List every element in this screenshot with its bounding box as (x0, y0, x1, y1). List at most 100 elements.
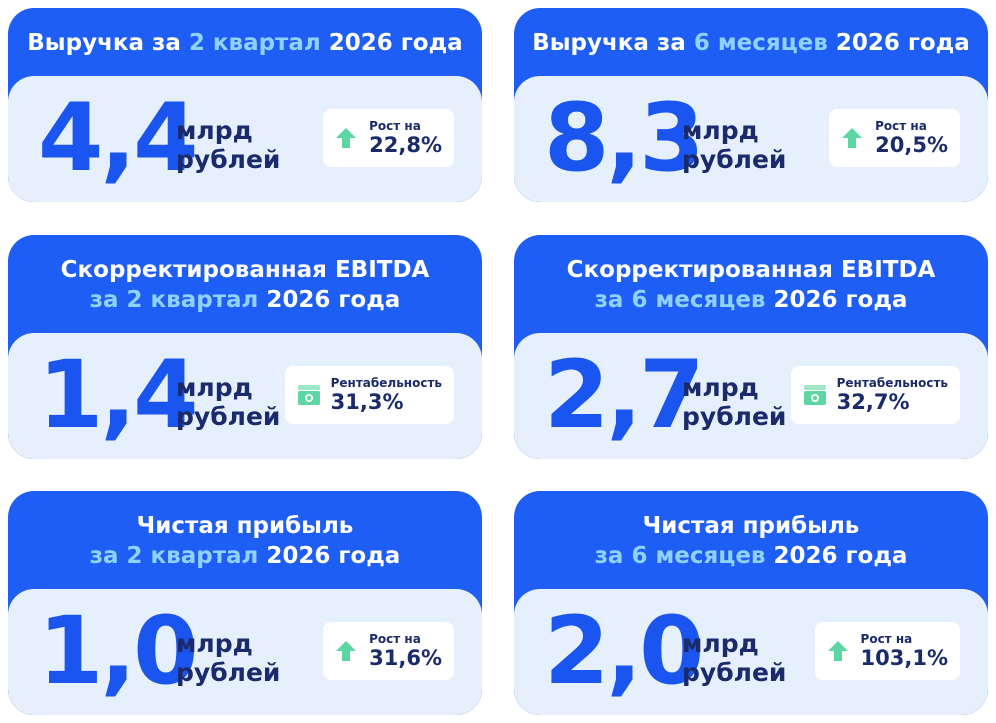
card-body: 2,7 млрд рублей Рентабельность 32,7% (514, 333, 988, 459)
badge-label: Рост на (369, 119, 421, 133)
card-title: Выручка за 6 месяцев 2026 года (514, 8, 988, 78)
big-value: 2,7 (544, 341, 705, 450)
big-value: 1,4 (38, 341, 199, 450)
title-segment: 2026 года (320, 30, 463, 56)
badge-value: 31,3% (330, 390, 404, 414)
unit-line: рублей (682, 402, 787, 431)
card-body: 8,3 млрд рублей Рост на 20,5% (514, 76, 988, 202)
card-body: 4,4 млрд рублей Рост на 22,8% (8, 76, 482, 202)
badge-text: Рост на 20,5% (875, 119, 948, 157)
badge-icon (336, 641, 357, 661)
title-segment: за 6 месяцев (594, 287, 766, 313)
badge-icon (336, 128, 357, 148)
title-segment: 2026 года (827, 30, 970, 56)
title-segment: за 6 месяцев (594, 543, 766, 569)
badge-text: Рост на 31,6% (369, 632, 442, 670)
card-body: 1,0 млрд рублей Рост на 31,6% (8, 589, 482, 715)
badge-icon (842, 128, 863, 148)
unit-line: млрд (682, 629, 759, 658)
badge: Рентабельность 31,3% (284, 366, 454, 424)
title-segment: 6 месяцев (693, 30, 828, 56)
card-body: 1,4 млрд рублей Рентабельность 31,3% (8, 333, 482, 459)
unit-line: рублей (682, 658, 787, 687)
unit-line: млрд (176, 373, 253, 402)
unit-line: рублей (176, 145, 281, 174)
badge: Рост на 103,1% (814, 622, 960, 680)
badge-value: 103,1% (860, 646, 948, 670)
metric-card: Выручка за 2 квартал 2026 года 4,4 млрд руб… (8, 8, 482, 202)
metric-card: Скорректированная EBITDA за 2 квартал 202… (8, 235, 482, 459)
unit: млрд рублей (682, 629, 786, 687)
title-segment: 2026 года (258, 543, 401, 569)
badge-text: Рост на 22,8% (369, 119, 442, 157)
title-line: за 2 квартал 2026 года (90, 285, 401, 315)
badge-label: Рентабельность (836, 376, 948, 390)
unit: млрд рублей (682, 373, 786, 431)
title-line: Скорректированная EBITDA (61, 255, 430, 285)
badge-text: Рост на 103,1% (861, 632, 948, 670)
title-line: Скорректированная EBITDA (567, 255, 936, 285)
title-segment: Чистая прибыль (136, 513, 354, 539)
title-segment: за 2 квартал (89, 543, 259, 569)
badge-label: Рост на (860, 632, 913, 646)
title-line: Выручка за 2 квартал 2026 года (27, 28, 462, 58)
title-segment: 2026 года (765, 287, 908, 313)
badge-icon (803, 385, 826, 405)
badge-value: 22,8% (369, 133, 442, 157)
unit-line: рублей (176, 402, 281, 431)
unit-line: рублей (176, 658, 281, 687)
title-segment: Чистая прибыль (642, 513, 860, 539)
badge-icon (297, 385, 320, 405)
big-value: 1,0 (38, 597, 199, 706)
unit: млрд рублей (176, 373, 280, 431)
unit-line: млрд (682, 373, 759, 402)
card-body: 2,0 млрд рублей Рост на 103,1% (514, 589, 988, 715)
big-value: 2,0 (544, 597, 705, 706)
badge-icon (827, 641, 848, 661)
title-segment: Выручка за (532, 30, 694, 56)
badge-label: Рентабельность (330, 376, 442, 390)
badge: Рост на 22,8% (323, 109, 454, 167)
unit: млрд рублей (682, 116, 786, 174)
badge: Рентабельность 32,7% (790, 366, 960, 424)
badge: Рост на 31,6% (323, 622, 454, 680)
badge: Рост на 20,5% (829, 109, 960, 167)
unit-line: рублей (682, 145, 787, 174)
title-segment: Скорректированная EBITDA (60, 257, 430, 283)
metric-card: Выручка за 6 месяцев 2026 года 8,3 млрд руб… (514, 8, 988, 202)
title-segment: за 2 квартал (89, 287, 259, 313)
card-title: Скорректированная EBITDA за 2 квартал 202… (8, 235, 482, 335)
title-segment: 2026 года (258, 287, 401, 313)
unit: млрд рублей (176, 629, 280, 687)
badge-text: Рентабельность 31,3% (331, 376, 442, 414)
metric-card: Чистая прибыль за 2 квартал 2026 года 1,0 м… (8, 491, 482, 715)
card-title: Чистая прибыль за 6 месяцев 2026 года (514, 491, 988, 591)
unit-line: млрд (176, 116, 253, 145)
card-title: Чистая прибыль за 2 квартал 2026 года (8, 491, 482, 591)
badge-value: 32,7% (836, 390, 910, 414)
title-line: за 6 месяцев 2026 года (595, 285, 908, 315)
title-segment: 2 квартал (188, 30, 321, 56)
big-value: 8,3 (544, 84, 705, 193)
title-line: Выручка за 6 месяцев 2026 года (532, 28, 970, 58)
title-segment: 2026 года (765, 543, 908, 569)
big-value: 4,4 (38, 84, 199, 193)
metric-card: Чистая прибыль за 6 месяцев 2026 года 2,0 м… (514, 491, 988, 715)
unit: млрд рублей (176, 116, 280, 174)
title-line: за 2 квартал 2026 года (90, 541, 401, 571)
title-line: Чистая прибыль (643, 511, 860, 541)
card-title: Скорректированная EBITDA за 6 месяцев 202… (514, 235, 988, 335)
badge-label: Рост на (875, 119, 927, 133)
badge-value: 31,6% (369, 646, 442, 670)
card-title: Выручка за 2 квартал 2026 года (8, 8, 482, 78)
metric-card: Скорректированная EBITDA за 6 месяцев 202… (514, 235, 988, 459)
title-segment: Скорректированная EBITDA (566, 257, 936, 283)
title-line: Чистая прибыль (137, 511, 354, 541)
title-segment: Выручка за (27, 30, 189, 56)
unit-line: млрд (176, 629, 253, 658)
badge-label: Рост на (369, 632, 421, 646)
title-line: за 6 месяцев 2026 года (595, 541, 908, 571)
badge-text: Рентабельность 32,7% (837, 376, 948, 414)
badge-value: 20,5% (875, 133, 948, 157)
